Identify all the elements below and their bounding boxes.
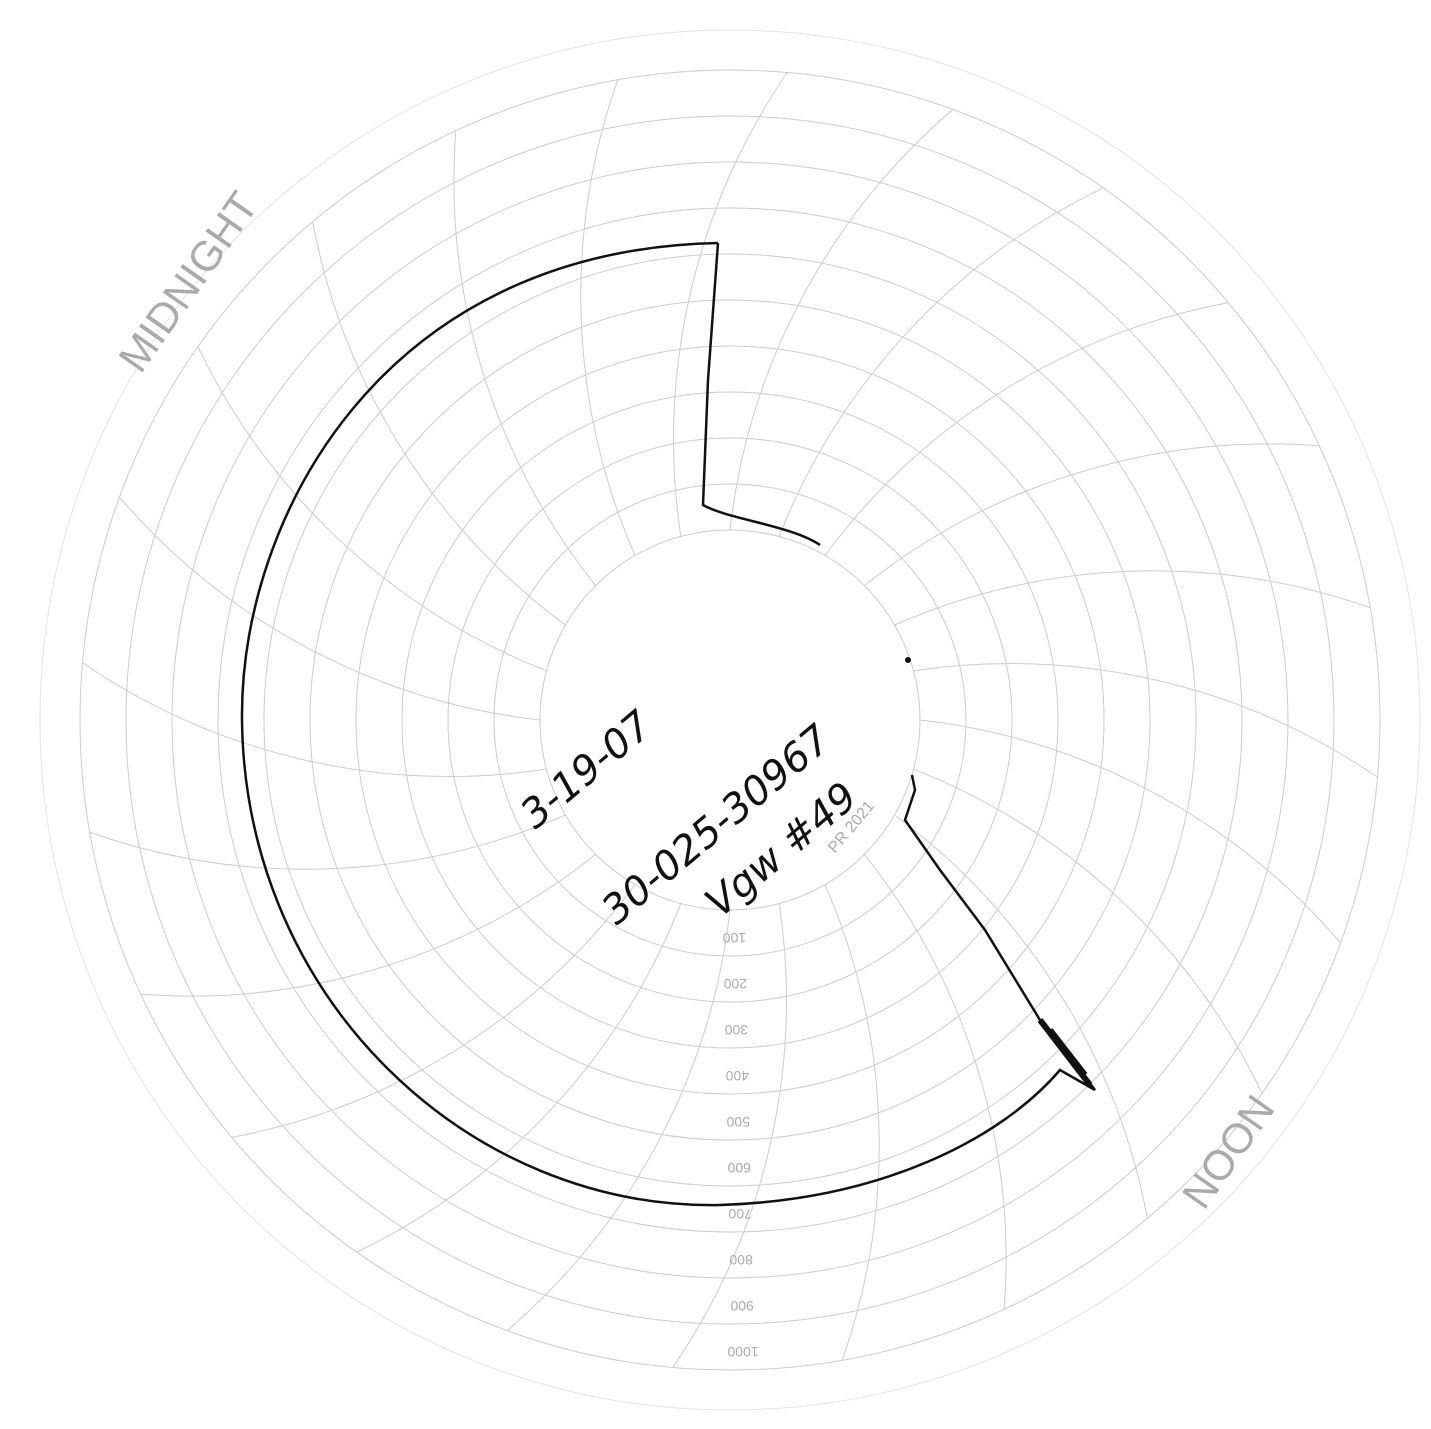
ring-label: 1000 (727, 1344, 758, 1360)
ring-label: 800 (729, 1252, 753, 1268)
ring (217, 207, 1243, 1233)
ring (309, 299, 1151, 1141)
time-line (231, 884, 636, 1138)
ring (447, 437, 1013, 1003)
ring (263, 253, 1197, 1187)
ring-label: 100 (723, 930, 747, 946)
time-line (894, 570, 1371, 626)
ring-label: 300 (724, 1022, 748, 1038)
time-line (506, 909, 731, 1331)
time-line (140, 853, 596, 997)
ring-label: 600 (727, 1160, 751, 1176)
pen-trace (701, 242, 821, 547)
time-line (672, 903, 787, 1368)
time-line (913, 663, 1378, 778)
time-line (580, 79, 636, 556)
time-line (894, 814, 1148, 1219)
pen-trace-dense (1037, 1018, 1093, 1087)
time-line (356, 903, 682, 1253)
pen-trace (240, 241, 1096, 1207)
ring (493, 483, 967, 957)
time-line (82, 662, 547, 777)
time-line (919, 719, 1341, 944)
ring (171, 161, 1289, 1279)
ring-label: 900 (730, 1298, 754, 1314)
time-line (863, 854, 1007, 1310)
time-line (119, 496, 541, 721)
outer-edge (39, 29, 1421, 1411)
ring-label: 400 (725, 1068, 749, 1084)
time-line (729, 109, 954, 531)
ring-label: 500 (726, 1114, 750, 1130)
time-line (824, 884, 880, 1361)
time-line (913, 768, 1263, 1094)
time-line (778, 187, 1104, 537)
time-line (864, 443, 1320, 587)
time-line (89, 814, 566, 870)
ring-label: 200 (723, 976, 747, 992)
time-line (197, 346, 547, 672)
time-line (453, 130, 597, 586)
time-line (312, 221, 566, 626)
time-line (824, 302, 1229, 556)
ring (355, 345, 1105, 1095)
ring (401, 391, 1059, 1049)
pen-dot (905, 657, 911, 663)
time-line (673, 72, 788, 537)
grid (39, 29, 1421, 1411)
ring-labels: 100 200 300 400 500 600 700 800 900 1000 (723, 930, 759, 1360)
ring (125, 115, 1335, 1325)
ring-label: 700 (728, 1206, 752, 1222)
ring (79, 69, 1381, 1371)
